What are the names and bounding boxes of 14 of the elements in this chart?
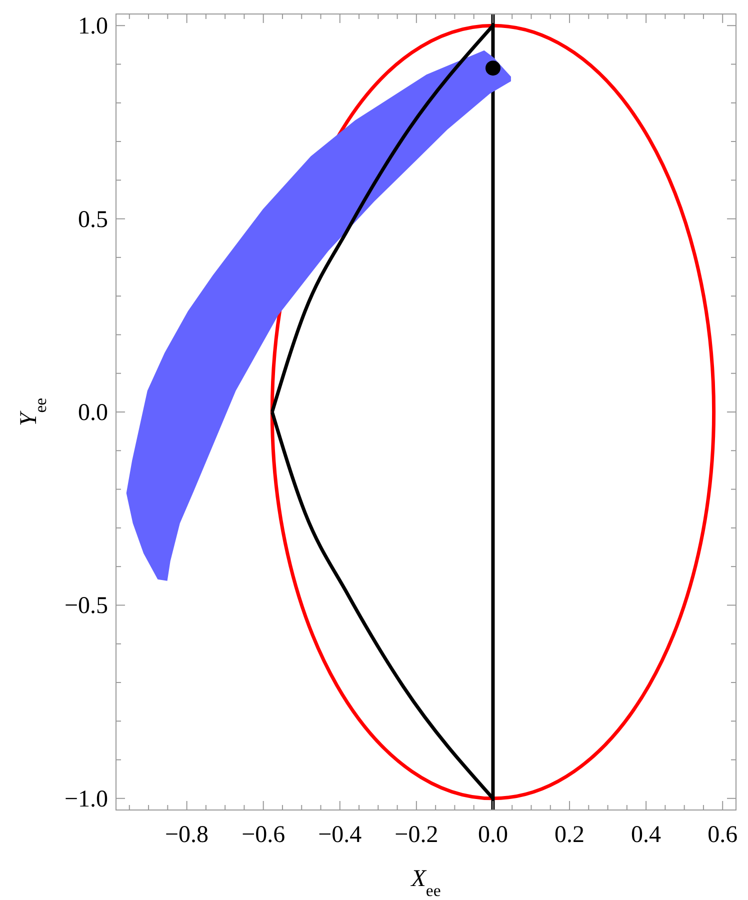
x-axis-title: X$_{ee}$ <box>410 866 441 900</box>
x-tick-label: −0.2 <box>394 822 438 848</box>
x-tick-label: 0.2 <box>554 822 585 848</box>
y-tick-label: 0.5 <box>78 206 108 233</box>
x-tick-label: 0.0 <box>478 822 508 848</box>
x-tick-label: 0.6 <box>708 822 738 848</box>
x-tick-label: −0.6 <box>242 822 286 848</box>
y-tick-label: 1.0 <box>78 14 108 40</box>
y-tick-label: −0.5 <box>64 593 108 620</box>
x-tick-label: −0.4 <box>318 822 362 848</box>
y-tick-label: 0.0 <box>78 400 108 426</box>
y-tick-label: −1.0 <box>64 786 108 812</box>
x-tick-label: 0.4 <box>631 822 662 848</box>
x-tick-label: −0.8 <box>165 822 209 848</box>
